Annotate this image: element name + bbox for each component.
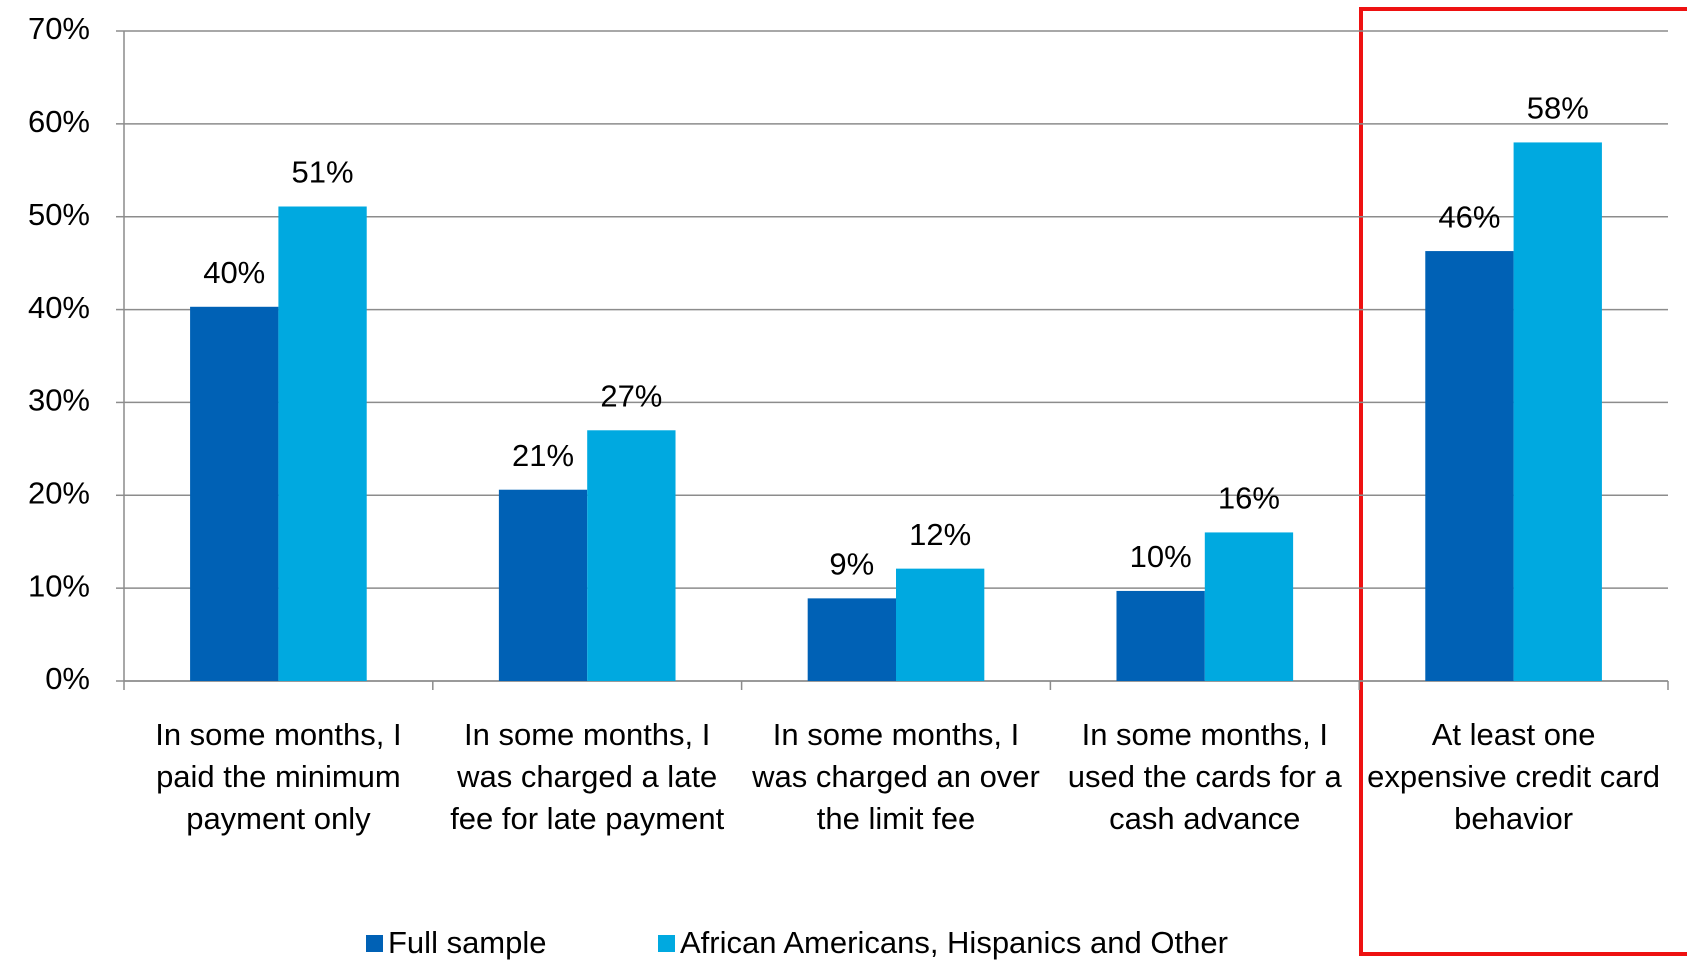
- y-tick-label: 30%: [28, 383, 90, 418]
- y-tick-label: 50%: [28, 197, 90, 232]
- legend-swatch: [658, 935, 675, 952]
- legend-label: Full sample: [388, 925, 547, 960]
- y-tick-label: 20%: [28, 475, 90, 510]
- bar: [807, 598, 896, 681]
- bar: [190, 306, 279, 681]
- highlight-box: [1359, 7, 1687, 956]
- y-tick-label: 40%: [28, 290, 90, 325]
- data-label: 21%: [512, 438, 574, 473]
- data-label: 27%: [600, 378, 662, 413]
- x-tick-label: In some months, I used the cards for a c…: [1067, 717, 1342, 836]
- y-tick-label: 60%: [28, 104, 90, 139]
- legend-swatch: [366, 935, 383, 952]
- legend-label: African Americans, Hispanics and Other: [680, 925, 1228, 960]
- data-label: 10%: [1130, 539, 1192, 574]
- data-label: 51%: [292, 155, 354, 190]
- bar: [1513, 142, 1602, 681]
- data-label: 12%: [909, 517, 971, 552]
- data-label: 40%: [203, 255, 265, 290]
- bar: [1425, 251, 1514, 682]
- y-tick-label: 70%: [28, 11, 90, 46]
- x-tick-label: In some months, I was charged a late fee…: [450, 717, 725, 836]
- y-tick-label: 0%: [45, 661, 90, 696]
- data-label: 58%: [1527, 91, 1589, 126]
- bar: [1204, 532, 1294, 681]
- bar: [587, 430, 676, 681]
- bar: [1116, 590, 1205, 681]
- x-tick-label: At least one expensive credit card behav…: [1367, 717, 1661, 836]
- bar: [498, 489, 588, 681]
- x-tick-label: In some months, I was charged an over th…: [752, 717, 1040, 836]
- y-tick-label: 10%: [28, 568, 90, 603]
- data-label: 16%: [1218, 481, 1280, 516]
- bar: [896, 568, 985, 681]
- data-label: 9%: [829, 547, 874, 582]
- data-label: 46%: [1438, 199, 1500, 234]
- bar: [278, 206, 367, 681]
- x-tick-label: In some months, I paid the minimum payme…: [155, 717, 402, 836]
